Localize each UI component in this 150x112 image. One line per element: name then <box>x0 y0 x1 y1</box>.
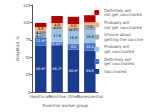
svg-text:50: 50 <box>25 55 31 60</box>
svg-text:get vaccinated: get vaccinated <box>104 61 134 66</box>
svg-text:75: 75 <box>25 37 31 42</box>
svg-text:11.9*: 11.9* <box>36 39 46 43</box>
svg-text:Essential worker group: Essential worker group <box>42 103 88 108</box>
svg-text:10.5: 10.5 <box>86 45 94 49</box>
svg-text:10.3: 10.3 <box>53 17 61 21</box>
svg-text:Healthcare: Healthcare <box>29 93 52 99</box>
svg-text:6.01*: 6.01* <box>52 42 62 46</box>
svg-text:100: 100 <box>23 20 31 25</box>
svg-text:Probably will: Probably will <box>104 44 130 50</box>
svg-text:18.8: 18.8 <box>86 35 94 39</box>
svg-text:4.27: 4.27 <box>53 25 61 30</box>
svg-text:66.2*: 66.2* <box>52 67 62 71</box>
svg-text:Frontline: Frontline <box>48 94 66 99</box>
svg-text:Probably will: Probably will <box>104 20 130 25</box>
svg-text:10.3: 10.3 <box>86 17 94 21</box>
svg-text:66.9*: 66.9* <box>36 67 46 71</box>
svg-text:4.27: 4.27 <box>70 28 78 32</box>
svg-text:Definitely will: Definitely will <box>104 7 132 13</box>
svg-text:25: 25 <box>25 72 31 77</box>
svg-text:6.17: 6.17 <box>37 23 45 27</box>
svg-text:0: 0 <box>28 89 31 95</box>
svg-text:18.8: 18.8 <box>70 36 78 40</box>
svg-text:5.8: 5.8 <box>38 27 44 31</box>
svg-text:10.3*: 10.3* <box>69 18 79 22</box>
svg-text:Unsure about: Unsure about <box>104 32 132 38</box>
svg-text:7.5: 7.5 <box>87 25 93 29</box>
svg-text:Other: Other <box>67 93 80 99</box>
svg-text:Weighted, %: Weighted, % <box>15 36 20 61</box>
svg-text:not get vaccinated: not get vaccinated <box>104 12 142 17</box>
svg-text:getting the vaccine: getting the vaccine <box>104 37 143 42</box>
svg-text:8.0: 8.0 <box>71 45 77 49</box>
svg-text:17.8: 17.8 <box>53 34 61 38</box>
svg-text:59.8: 59.8 <box>86 69 94 73</box>
svg-text:5.8: 5.8 <box>71 24 77 28</box>
svg-text:4.27*: 4.27* <box>36 31 46 35</box>
svg-text:60.9*: 60.9* <box>69 69 79 73</box>
svg-text:Definitely will: Definitely will <box>104 56 132 62</box>
svg-text:Vaccinated: Vaccinated <box>104 69 126 74</box>
svg-text:Nonessential: Nonessential <box>77 94 103 99</box>
svg-text:not get vaccinated: not get vaccinated <box>104 25 142 30</box>
svg-text:4.27*: 4.27* <box>35 33 46 38</box>
svg-text:get vaccinated: get vaccinated <box>104 49 134 54</box>
svg-text:4.8: 4.8 <box>54 23 60 27</box>
svg-text:125: 125 <box>23 3 31 8</box>
